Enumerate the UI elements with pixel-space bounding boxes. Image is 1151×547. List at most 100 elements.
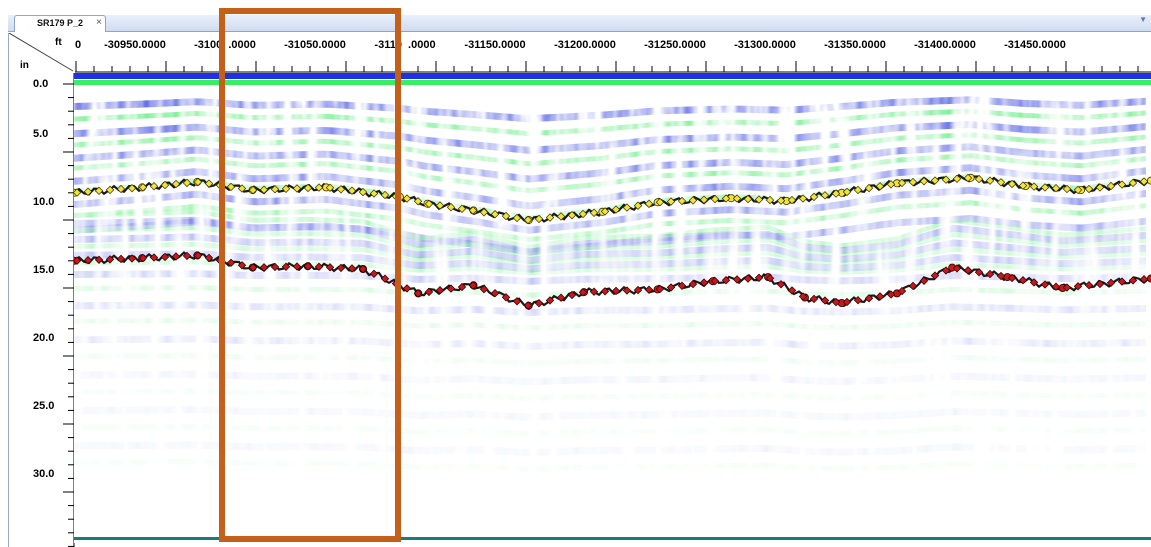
lower-pick-series bbox=[74, 251, 1151, 311]
pick-marker bbox=[402, 284, 412, 293]
pick-marker bbox=[1095, 279, 1105, 289]
y-tick-label: 15.0 bbox=[33, 264, 55, 276]
pick-marker bbox=[303, 183, 313, 193]
pick-marker bbox=[644, 285, 654, 294]
pick-marker bbox=[94, 255, 104, 264]
pick-marker bbox=[677, 196, 687, 206]
pick-marker bbox=[424, 199, 434, 209]
close-icon[interactable]: × bbox=[96, 17, 102, 28]
pick-marker bbox=[699, 195, 709, 204]
pick-marker bbox=[930, 176, 940, 185]
pick-marker bbox=[149, 253, 159, 262]
pick-marker bbox=[908, 177, 918, 187]
pick-marker bbox=[369, 189, 379, 198]
pick-marker bbox=[919, 276, 929, 285]
pick-marker bbox=[809, 294, 819, 304]
pick-marker bbox=[864, 294, 874, 303]
pick-marker bbox=[776, 196, 786, 205]
pick-marker bbox=[831, 297, 841, 307]
pick-marker bbox=[1007, 179, 1017, 189]
pick-marker bbox=[116, 184, 126, 194]
x-tick-label: -30950.0000 bbox=[104, 39, 166, 51]
pick-marker bbox=[688, 279, 698, 289]
axis-corner bbox=[9, 33, 74, 72]
pick-marker bbox=[655, 198, 665, 207]
x-axis-ticks bbox=[75, 61, 1151, 73]
pick-marker bbox=[710, 194, 720, 204]
pick-marker bbox=[237, 261, 247, 270]
x-tick-label: -31050.0000 bbox=[284, 39, 346, 51]
pick-marker bbox=[325, 183, 335, 192]
pick-marker bbox=[446, 284, 456, 293]
pick-marker bbox=[578, 288, 588, 297]
pick-marker bbox=[259, 263, 269, 272]
y-tick-label: 5.0 bbox=[33, 128, 49, 140]
x-tick-label: -31350.0000 bbox=[824, 39, 886, 51]
pick-marker bbox=[380, 274, 390, 283]
pick-marker bbox=[160, 180, 170, 190]
pick-marker bbox=[457, 204, 467, 213]
x-tick-label: -3100 .0000 bbox=[194, 39, 256, 51]
pick-marker bbox=[710, 276, 720, 286]
pick-marker bbox=[743, 194, 753, 204]
pick-marker bbox=[1040, 280, 1050, 289]
pick-marker bbox=[963, 173, 973, 183]
chevron-down-icon[interactable]: ▼ bbox=[1139, 15, 1147, 24]
pick-marker bbox=[127, 254, 137, 263]
pick-marker bbox=[479, 285, 489, 294]
pick-marker bbox=[512, 213, 522, 223]
pick-marker bbox=[875, 182, 885, 191]
pick-marker bbox=[578, 209, 588, 219]
pick-marker bbox=[534, 214, 544, 224]
y-tick-label: 20.0 bbox=[33, 332, 55, 344]
pick-marker bbox=[1051, 282, 1061, 291]
pick-marker bbox=[193, 251, 203, 260]
pick-marker bbox=[127, 184, 137, 193]
pick-marker bbox=[611, 286, 621, 296]
pick-marker bbox=[325, 263, 335, 272]
pick-marker bbox=[281, 262, 291, 271]
pick-marker bbox=[248, 263, 258, 272]
pick-marker bbox=[105, 255, 115, 264]
pick-marker bbox=[941, 175, 951, 184]
pick-marker bbox=[853, 296, 863, 305]
pick-marker bbox=[974, 174, 984, 184]
radargram-plot[interactable] bbox=[74, 73, 1151, 543]
pick-marker bbox=[204, 253, 214, 263]
pick-marker bbox=[369, 269, 379, 278]
pick-marker bbox=[908, 281, 918, 291]
pick-marker bbox=[1128, 178, 1138, 188]
pick-marker bbox=[248, 185, 258, 195]
pick-marker bbox=[105, 185, 115, 195]
pick-marker bbox=[83, 256, 93, 265]
pick-marker bbox=[226, 258, 236, 267]
pick-marker bbox=[985, 176, 995, 185]
pick-marker bbox=[644, 199, 654, 208]
pick-marker bbox=[74, 188, 82, 197]
pick-marker bbox=[501, 211, 511, 221]
tab-sr179-p2[interactable]: SR179 P_2 × bbox=[14, 15, 106, 32]
pick-marker bbox=[435, 286, 445, 295]
x-tick-label: -31400.0000 bbox=[914, 39, 976, 51]
pick-marker bbox=[171, 179, 181, 189]
pick-marker bbox=[380, 190, 390, 200]
pick-marker bbox=[864, 183, 874, 193]
pick-marker bbox=[545, 296, 555, 305]
pick-marker bbox=[94, 186, 104, 195]
pick-marker bbox=[1062, 283, 1072, 292]
pick-marker bbox=[556, 293, 566, 302]
pick-marker bbox=[754, 273, 764, 282]
tab-strip bbox=[8, 15, 1151, 32]
pick-marker bbox=[798, 194, 808, 203]
pick-marker bbox=[765, 274, 775, 283]
pick-marker bbox=[138, 183, 148, 192]
pick-marker bbox=[512, 297, 522, 306]
y-tick-label: 10.0 bbox=[33, 196, 55, 208]
pick-marker bbox=[809, 192, 819, 202]
pick-point bbox=[1147, 274, 1151, 283]
y-unit-label: in bbox=[20, 60, 29, 71]
x-tick-label: -31250.0000 bbox=[644, 39, 706, 51]
pick-marker bbox=[996, 178, 1006, 187]
pick-marker bbox=[182, 178, 192, 188]
pick-marker bbox=[171, 252, 181, 261]
